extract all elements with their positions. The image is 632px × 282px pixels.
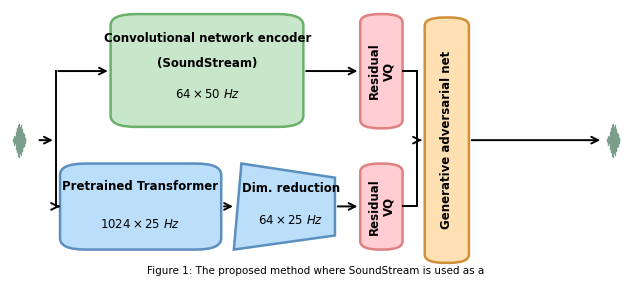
- Text: $64 \times 25$ Hz: $64 \times 25$ Hz: [258, 214, 324, 227]
- Text: Residual
VQ: Residual VQ: [367, 178, 396, 235]
- FancyBboxPatch shape: [111, 14, 303, 127]
- FancyBboxPatch shape: [60, 164, 221, 250]
- FancyBboxPatch shape: [360, 14, 403, 128]
- Text: Residual
VQ: Residual VQ: [367, 43, 396, 100]
- Text: Generative adversarial net: Generative adversarial net: [441, 51, 453, 229]
- Polygon shape: [234, 164, 335, 250]
- Text: $64 \times 50$ Hz: $64 \times 50$ Hz: [174, 88, 240, 101]
- FancyBboxPatch shape: [360, 164, 403, 250]
- Text: Figure 1: The proposed method where SoundStream is used as a: Figure 1: The proposed method where Soun…: [147, 266, 485, 276]
- Text: $1024 \times 25$ Hz: $1024 \times 25$ Hz: [100, 218, 180, 231]
- Text: (SoundStream): (SoundStream): [157, 57, 257, 70]
- Text: Dim. reduction: Dim. reduction: [241, 182, 340, 195]
- Text: Pretrained Transformer: Pretrained Transformer: [62, 180, 219, 193]
- Text: Convolutional network encoder: Convolutional network encoder: [104, 32, 311, 45]
- FancyBboxPatch shape: [425, 17, 469, 263]
